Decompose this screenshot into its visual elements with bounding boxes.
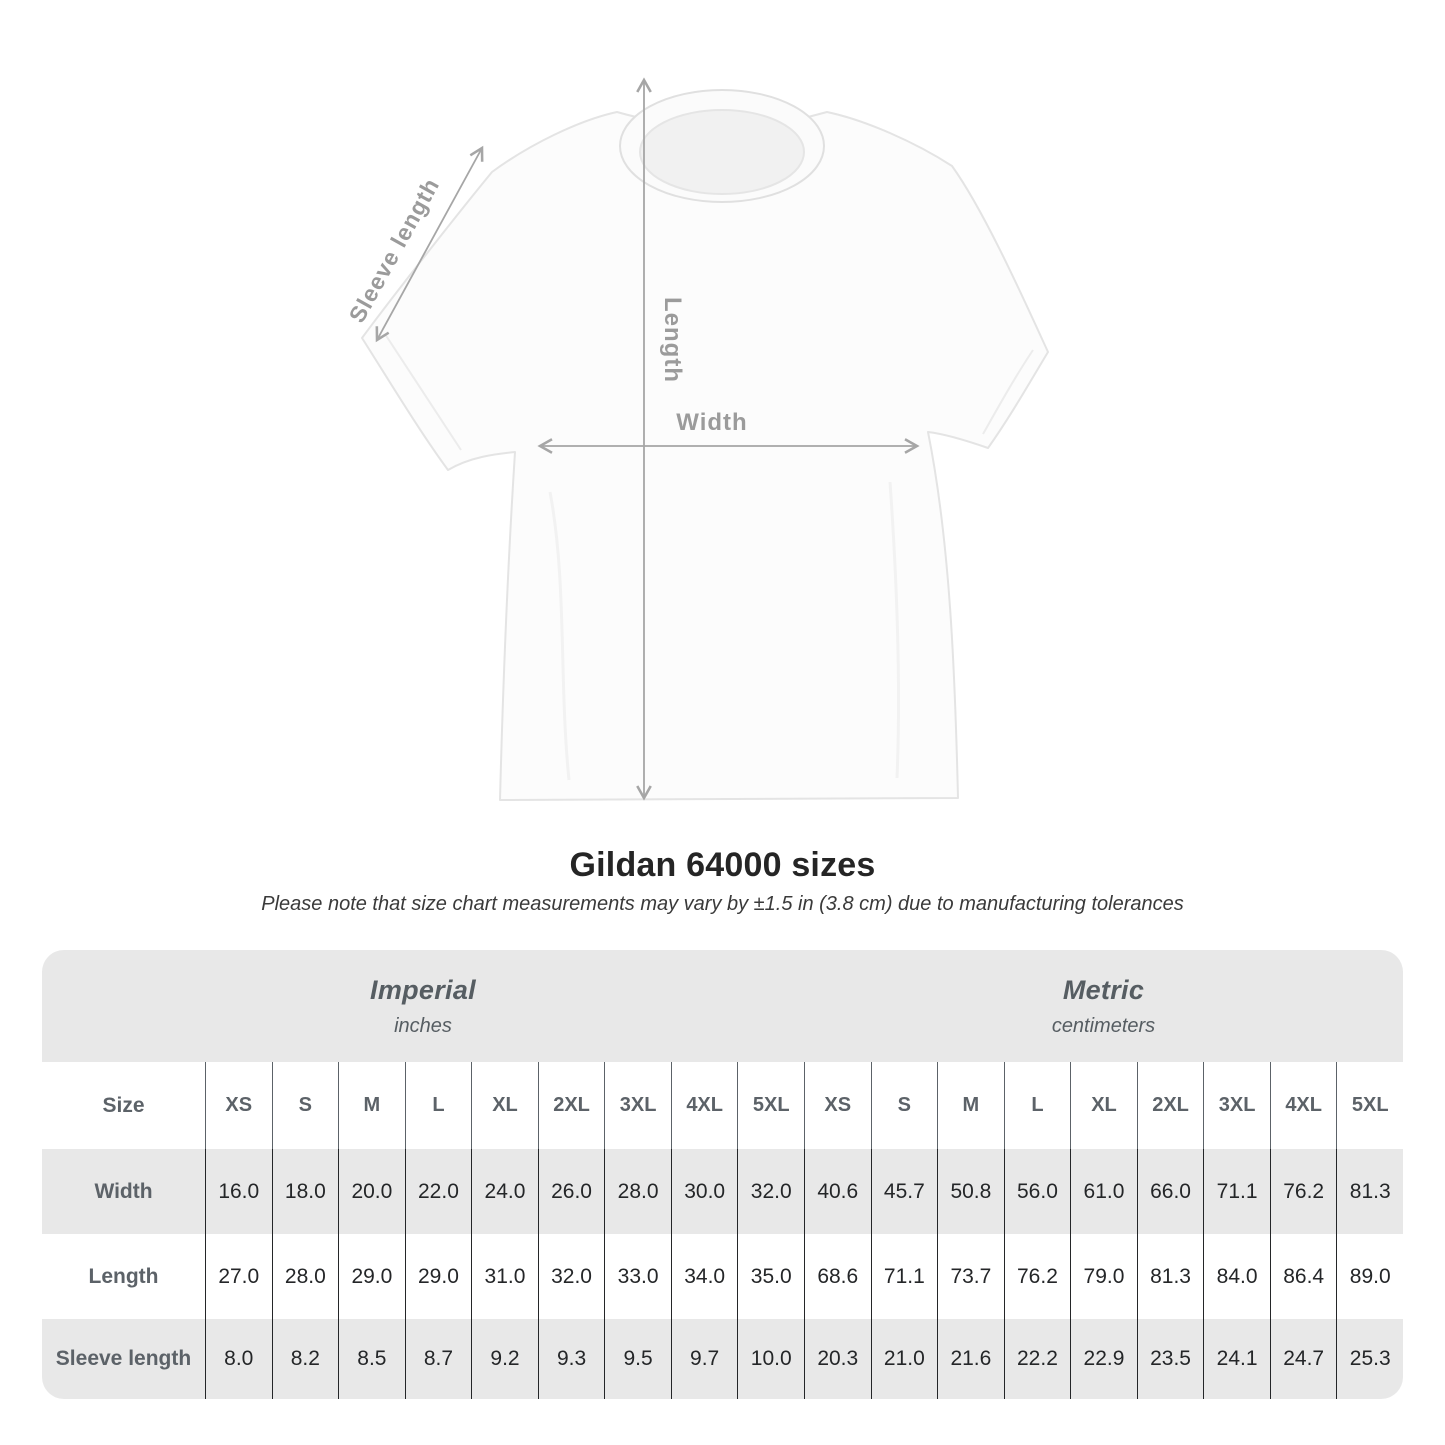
value-cell: 76.2 <box>1269 1149 1337 1234</box>
size-col-header: L <box>1003 1062 1071 1149</box>
value-cell: 9.7 <box>670 1319 738 1399</box>
value-cell: 76.2 <box>1003 1234 1071 1319</box>
unit-group-imperial: Imperial inches <box>42 950 804 1062</box>
tshirt-sleeve-seam <box>384 333 462 451</box>
value-cell: 81.3 <box>1336 1149 1403 1234</box>
unit-group-name: Metric <box>1062 974 1145 1005</box>
value-cell: 21.6 <box>937 1319 1004 1399</box>
value-cell: 71.1 <box>870 1234 938 1319</box>
size-table: Imperial inches Metric centimeters Size … <box>42 950 1403 1399</box>
size-col-header: 5XL <box>737 1062 804 1149</box>
value-cell: 30.0 <box>670 1149 738 1234</box>
tshirt-wrinkle <box>548 491 571 781</box>
value-cell: 34.0 <box>670 1234 738 1319</box>
size-row-header: Size <box>42 1062 205 1149</box>
sleeve-length-arrow <box>375 145 484 343</box>
size-col-header: 2XL <box>1136 1062 1204 1149</box>
row-label: Width <box>42 1149 205 1234</box>
size-col-header: M <box>937 1062 1004 1149</box>
value-cell: 22.9 <box>1070 1319 1137 1399</box>
value-cell: 66.0 <box>1136 1149 1204 1234</box>
size-col-header: XL <box>1070 1062 1137 1149</box>
tshirt-diagram: Length Width Sleeve length <box>344 62 1055 827</box>
page-title: Gildan 64000 sizes <box>569 846 876 884</box>
size-col-header: 5XL <box>1336 1062 1403 1149</box>
unit-group-metric: Metric centimeters <box>804 950 1403 1062</box>
tshirt-wrinkle <box>888 481 901 779</box>
size-col-header: 2XL <box>537 1062 605 1149</box>
tshirt-graphic: Length Width Sleeve length <box>344 77 1049 801</box>
value-cell: 81.3 <box>1136 1234 1204 1319</box>
tshirt-body-shape <box>361 111 1049 801</box>
value-cell: 9.2 <box>471 1319 538 1399</box>
size-col-header: XL <box>471 1062 538 1149</box>
value-cell: 31.0 <box>471 1234 538 1319</box>
value-cell: 40.6 <box>804 1149 871 1234</box>
value-cell: 18.0 <box>271 1149 339 1234</box>
value-cell: 24.1 <box>1203 1319 1270 1399</box>
value-cell: 35.0 <box>737 1234 804 1319</box>
value-cell: 45.7 <box>870 1149 938 1234</box>
value-cell: 23.5 <box>1136 1319 1204 1399</box>
value-cell: 9.5 <box>604 1319 671 1399</box>
value-cell: 21.0 <box>870 1319 938 1399</box>
value-cell: 20.0 <box>338 1149 405 1234</box>
unit-group-name: Imperial <box>370 974 476 1005</box>
row-label: Sleeve length <box>42 1319 205 1399</box>
length-label: Length <box>659 297 686 383</box>
value-cell: 8.7 <box>404 1319 472 1399</box>
row-label: Length <box>42 1234 205 1319</box>
value-cell: 61.0 <box>1070 1149 1137 1234</box>
unit-group-unit: inches <box>394 1014 452 1037</box>
value-cell: 24.7 <box>1269 1319 1337 1399</box>
size-col-header: M <box>338 1062 405 1149</box>
size-col-header: XS <box>804 1062 871 1149</box>
value-cell: 73.7 <box>937 1234 1004 1319</box>
value-cell: 26.0 <box>537 1149 605 1234</box>
size-col-header: 4XL <box>1269 1062 1337 1149</box>
value-cell: 10.0 <box>737 1319 804 1399</box>
size-col-header: 3XL <box>604 1062 671 1149</box>
tshirt-collar-inner <box>639 109 805 195</box>
tshirt-sleeve-seam <box>982 349 1034 435</box>
size-col-header: S <box>870 1062 938 1149</box>
value-cell: 56.0 <box>1003 1149 1071 1234</box>
value-cell: 28.0 <box>604 1149 671 1234</box>
value-cell: 8.5 <box>338 1319 405 1399</box>
value-cell: 8.0 <box>205 1319 272 1399</box>
value-cell: 71.1 <box>1203 1149 1270 1234</box>
value-cell: 22.0 <box>404 1149 472 1234</box>
size-col-header: L <box>404 1062 472 1149</box>
size-col-header: 3XL <box>1203 1062 1270 1149</box>
value-cell: 79.0 <box>1070 1234 1137 1319</box>
value-cell: 33.0 <box>604 1234 671 1319</box>
unit-group-unit: centimeters <box>1051 1014 1156 1037</box>
value-cell: 27.0 <box>205 1234 272 1319</box>
value-cell: 24.0 <box>471 1149 538 1234</box>
value-cell: 86.4 <box>1269 1234 1337 1319</box>
value-cell: 16.0 <box>205 1149 272 1234</box>
size-col-header: 4XL <box>670 1062 738 1149</box>
width-label: Width <box>676 409 747 436</box>
value-cell: 29.0 <box>404 1234 472 1319</box>
value-cell: 9.3 <box>537 1319 605 1399</box>
value-cell: 8.2 <box>271 1319 339 1399</box>
value-cell: 50.8 <box>937 1149 1004 1234</box>
tolerance-note: Please note that size chart measurements… <box>261 893 1184 915</box>
value-cell: 25.3 <box>1336 1319 1403 1399</box>
value-cell: 32.0 <box>537 1234 605 1319</box>
value-cell: 84.0 <box>1203 1234 1270 1319</box>
value-cell: 29.0 <box>338 1234 405 1319</box>
value-cell: 28.0 <box>271 1234 339 1319</box>
size-col-header: S <box>271 1062 339 1149</box>
value-cell: 32.0 <box>737 1149 804 1234</box>
value-cell: 89.0 <box>1336 1234 1403 1319</box>
value-cell: 68.6 <box>804 1234 871 1319</box>
size-col-header: XS <box>205 1062 272 1149</box>
value-cell: 20.3 <box>804 1319 871 1399</box>
value-cell: 22.2 <box>1003 1319 1071 1399</box>
